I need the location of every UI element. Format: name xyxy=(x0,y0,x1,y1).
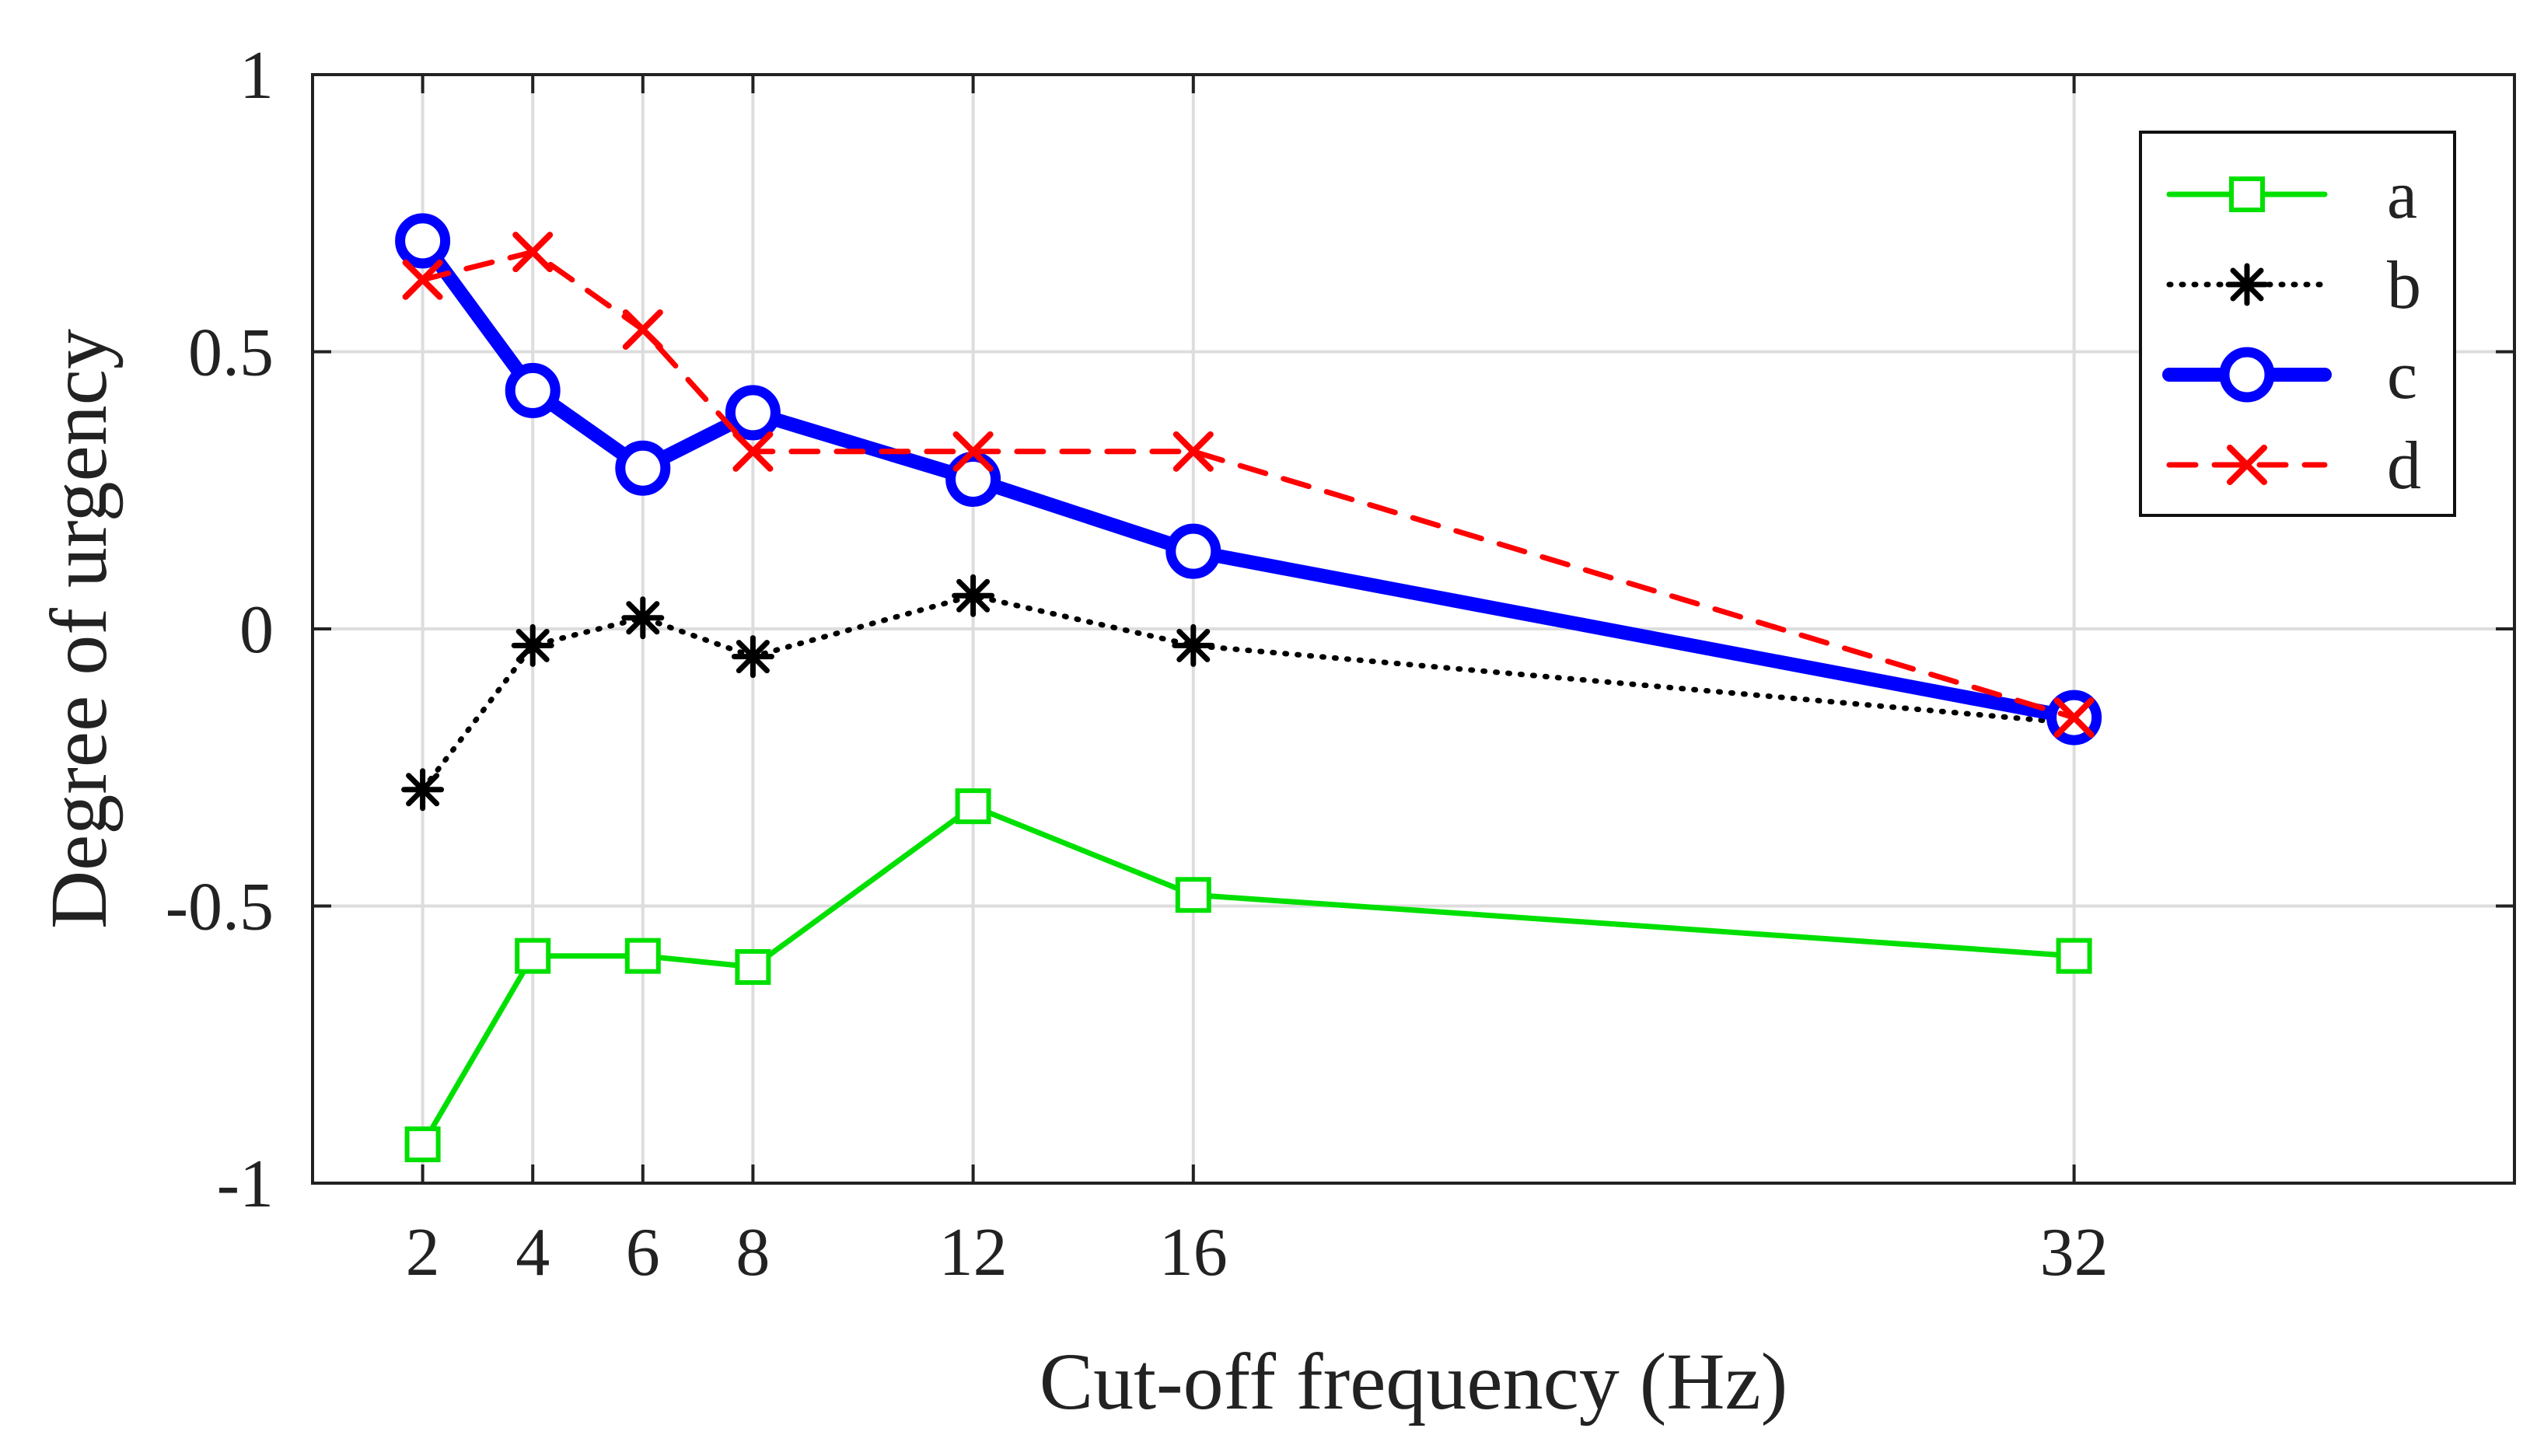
legend-item-b: b xyxy=(2166,248,2421,323)
legend-label-b: b xyxy=(2387,248,2421,323)
series-layer xyxy=(395,213,2102,1163)
data-point-c xyxy=(615,440,671,496)
data-point-a xyxy=(955,788,991,825)
y-tick-label: 0 xyxy=(239,592,274,668)
data-point-c xyxy=(505,362,561,418)
data-point-d xyxy=(512,232,554,273)
y-tick-label: 1 xyxy=(239,38,274,113)
data-point-b xyxy=(621,596,665,640)
legend-marker-d xyxy=(2227,445,2267,485)
data-point-c xyxy=(395,213,451,269)
data-point-a xyxy=(515,937,551,974)
y-tick-label: -0.5 xyxy=(166,870,274,945)
data-point-a xyxy=(624,937,661,974)
x-tick-label: 4 xyxy=(515,1215,550,1290)
data-point-d xyxy=(402,259,443,300)
x-tick-label: 16 xyxy=(1159,1215,1228,1290)
data-point-b xyxy=(731,635,774,679)
legend-label-d: d xyxy=(2387,428,2421,504)
legend-item-d: d xyxy=(2166,428,2421,504)
data-point-d xyxy=(2053,697,2095,738)
x-tick-label: 12 xyxy=(939,1215,1008,1290)
data-point-b xyxy=(1172,623,1215,667)
data-point-c xyxy=(725,385,781,441)
legend-marker-b xyxy=(2225,263,2269,306)
legend-label-c: c xyxy=(2387,338,2417,414)
series-d xyxy=(402,232,2095,738)
data-point-d xyxy=(622,309,663,350)
x-tick-label: 32 xyxy=(2040,1215,2109,1290)
y-tick-label: -1 xyxy=(217,1147,274,1222)
data-point-b xyxy=(952,574,995,617)
data-point-d xyxy=(732,431,774,472)
x-axis-label: Cut-off frequency (Hz) xyxy=(1040,1337,1788,1426)
x-tick-label: 8 xyxy=(736,1215,770,1290)
legend-item-c: c xyxy=(2162,338,2417,414)
legend-label-a: a xyxy=(2387,158,2417,233)
data-point-d xyxy=(952,431,994,472)
data-point-a xyxy=(1175,877,1211,913)
legend-marker-c xyxy=(2219,347,2275,403)
data-point-b xyxy=(511,623,554,667)
legend-item-a: a xyxy=(2166,158,2417,233)
data-point-a xyxy=(2056,937,2092,974)
data-point-a xyxy=(735,948,771,985)
series-a xyxy=(404,788,2092,1163)
legend-marker-a xyxy=(2229,176,2265,212)
tick-layer: 2 4 6 8 12 16 32 -1 -0.5 0 0.5 1 xyxy=(166,38,2514,1290)
data-point-d xyxy=(1172,431,1214,472)
y-axis-label: Degree of urgency xyxy=(34,329,124,929)
data-point-c xyxy=(945,451,1001,507)
data-point-b xyxy=(401,768,445,812)
data-point-a xyxy=(404,1126,441,1163)
y-tick-label: 0.5 xyxy=(188,316,274,391)
data-point-c xyxy=(1165,523,1221,579)
x-tick-label: 2 xyxy=(406,1215,440,1290)
x-tick-label: 6 xyxy=(626,1215,660,1290)
